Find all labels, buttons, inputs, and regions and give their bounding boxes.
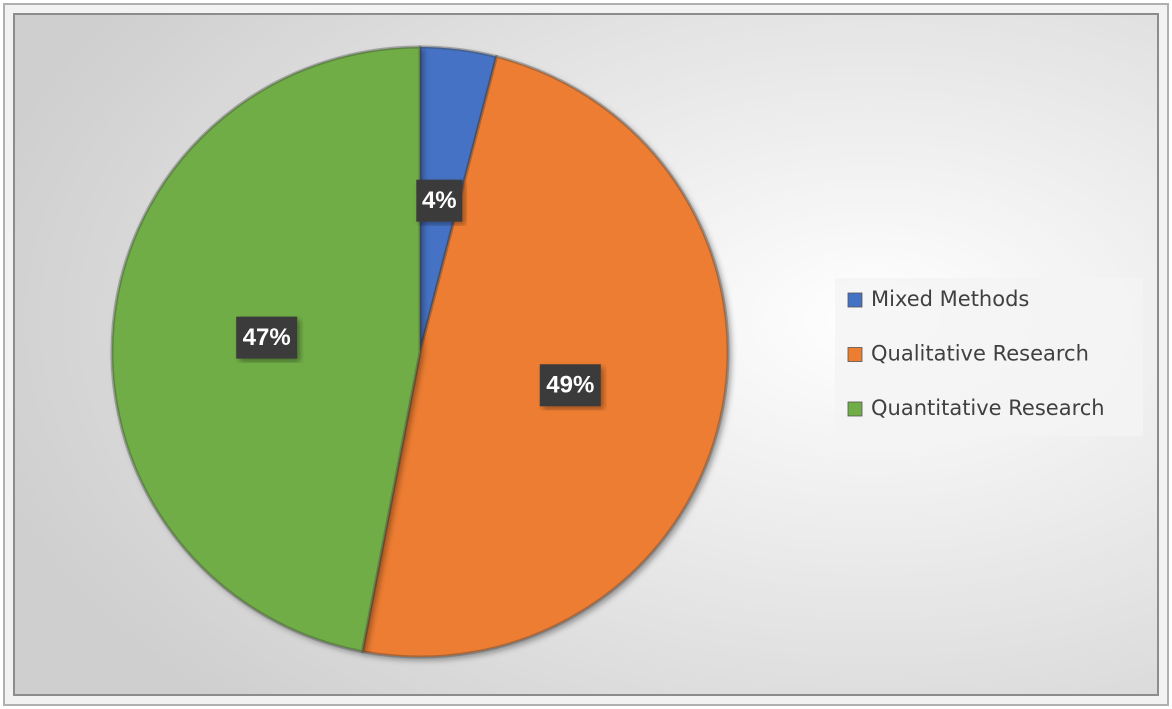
legend-label: Mixed Methods	[871, 287, 1029, 311]
pie-slice	[360, 54, 730, 659]
data-label-box	[236, 316, 298, 359]
pie	[110, 45, 730, 659]
data-label: 47%	[243, 324, 291, 351]
data-label-box	[416, 179, 463, 222]
data-label-box	[539, 364, 601, 407]
legend-swatch	[847, 292, 863, 308]
legend-label: Quantitative Research	[871, 396, 1105, 420]
legend-swatch	[847, 347, 863, 362]
legend: Mixed Methods Qualitative Research Quantit…	[847, 287, 1105, 420]
legend-box	[835, 278, 1143, 436]
data-label: 4%	[422, 187, 457, 214]
data-label: 49%	[546, 372, 594, 399]
data-labels: 4% 49% 47%	[236, 179, 601, 407]
legend-swatch	[847, 401, 863, 417]
legend-label: Qualitative Research	[871, 342, 1089, 366]
